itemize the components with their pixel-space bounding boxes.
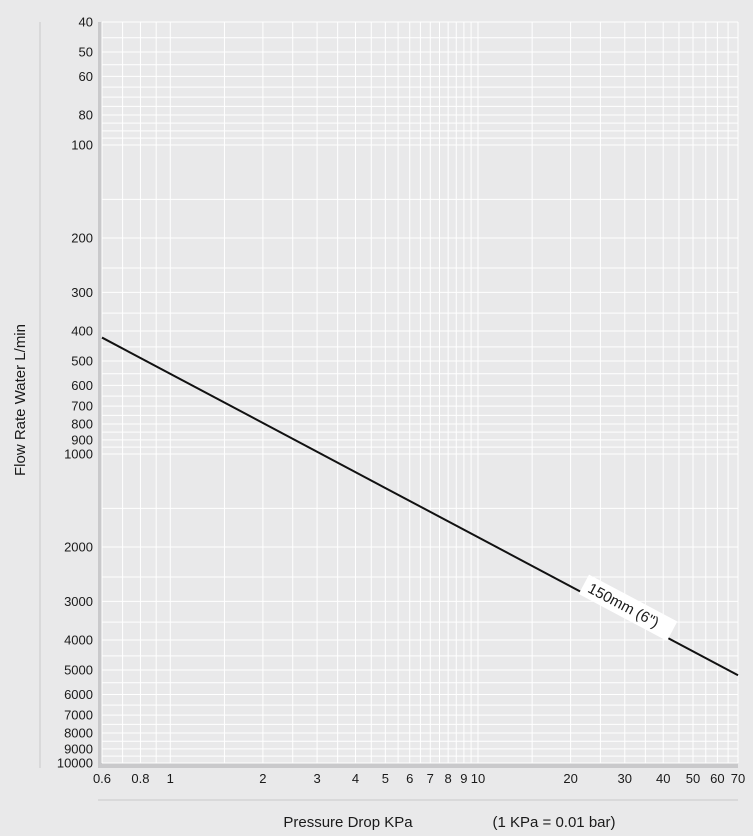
x-tick-labels: 0.6 0.8 1 2 3 4 5 6 7 8 9 10 20 30 40 50 60 70 [93, 771, 745, 786]
x-tick-label: 50 [686, 771, 700, 786]
y-axis-band [98, 22, 102, 768]
y-tick-label: 3000 [64, 594, 93, 609]
y-tick-label: 9000 [64, 741, 93, 756]
x-tick-label: 10 [471, 771, 485, 786]
x-tick-label: 3 [313, 771, 320, 786]
x-tick-label: 70 [731, 771, 745, 786]
x-tick-label: 2 [259, 771, 266, 786]
y-tick-label: 6000 [64, 687, 93, 702]
x-axis-band [98, 763, 738, 768]
y-axis-title: Flow Rate Water L/min [12, 324, 29, 476]
y-tick-label: 50 [79, 44, 93, 59]
y-tick-label: 800 [71, 417, 93, 432]
y-tick-label: 500 [71, 353, 93, 368]
x-tick-label: 40 [656, 771, 670, 786]
x-tick-label: 8 [445, 771, 452, 786]
x-tick-label: 5 [382, 771, 389, 786]
y-tick-label: 2000 [64, 540, 93, 555]
y-tick-label: 400 [71, 324, 93, 339]
y-tick-label: 600 [71, 378, 93, 393]
y-tick-label: 100 [71, 137, 93, 152]
x-tick-label: 6 [406, 771, 413, 786]
y-tick-label: 80 [79, 108, 93, 123]
series-label-box [578, 574, 678, 641]
x-tick-label: 30 [618, 771, 632, 786]
y-tick-label: 5000 [64, 662, 93, 677]
x-tick-label: 60 [710, 771, 724, 786]
grid [101, 21, 739, 764]
x-axis-note: (1 KPa = 0.01 bar) [493, 814, 616, 831]
y-tick-label: 900 [71, 432, 93, 447]
y-tick-label: 60 [79, 69, 93, 84]
x-tick-label: 1 [167, 771, 174, 786]
y-tick-label: 1000 [64, 446, 93, 461]
y-tick-label: 7000 [64, 708, 93, 723]
x-tick-label: 20 [563, 771, 577, 786]
y-tick-label: 40 [79, 15, 93, 30]
y-tick-label: 200 [71, 230, 93, 245]
y-tick-label: 10000 [57, 756, 93, 771]
y-tick-label: 4000 [64, 633, 93, 648]
x-tick-label: 7 [427, 771, 434, 786]
x-tick-label: 9 [460, 771, 467, 786]
y-tick-label: 8000 [64, 726, 93, 741]
y-tick-label: 300 [71, 285, 93, 300]
y-tick-label: 700 [71, 399, 93, 414]
x-tick-label: 0.6 [93, 771, 111, 786]
x-tick-label: 4 [352, 771, 359, 786]
x-axis-title: Pressure Drop KPa [283, 814, 413, 831]
x-tick-label: 0.8 [131, 771, 149, 786]
